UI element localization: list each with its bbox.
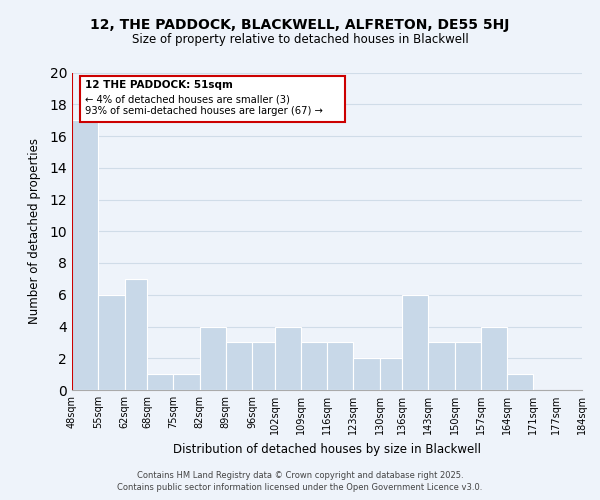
Text: Contains HM Land Registry data © Crown copyright and database right 2025.: Contains HM Land Registry data © Crown c… <box>137 471 463 480</box>
Bar <box>428 342 455 390</box>
Bar <box>252 342 275 390</box>
Bar <box>275 326 301 390</box>
Bar <box>455 342 481 390</box>
X-axis label: Distribution of detached houses by size in Blackwell: Distribution of detached houses by size … <box>173 442 481 456</box>
Bar <box>147 374 173 390</box>
Bar <box>380 358 402 390</box>
FancyBboxPatch shape <box>80 76 345 122</box>
Bar <box>173 374 200 390</box>
Bar <box>125 279 147 390</box>
Bar <box>301 342 327 390</box>
Text: ← 4% of detached houses are smaller (3): ← 4% of detached houses are smaller (3) <box>85 94 290 104</box>
Bar <box>327 342 353 390</box>
Text: 12 THE PADDOCK: 51sqm: 12 THE PADDOCK: 51sqm <box>85 80 233 90</box>
Bar <box>72 120 98 390</box>
Bar <box>98 294 125 390</box>
Bar <box>200 326 226 390</box>
Bar <box>226 342 252 390</box>
Bar <box>402 294 428 390</box>
Text: Contains public sector information licensed under the Open Government Licence v3: Contains public sector information licen… <box>118 484 482 492</box>
Text: 12, THE PADDOCK, BLACKWELL, ALFRETON, DE55 5HJ: 12, THE PADDOCK, BLACKWELL, ALFRETON, DE… <box>91 18 509 32</box>
Y-axis label: Number of detached properties: Number of detached properties <box>28 138 41 324</box>
Bar <box>353 358 380 390</box>
Text: 93% of semi-detached houses are larger (67) →: 93% of semi-detached houses are larger (… <box>85 106 323 116</box>
Text: Size of property relative to detached houses in Blackwell: Size of property relative to detached ho… <box>131 32 469 46</box>
Bar <box>507 374 533 390</box>
Bar <box>481 326 507 390</box>
